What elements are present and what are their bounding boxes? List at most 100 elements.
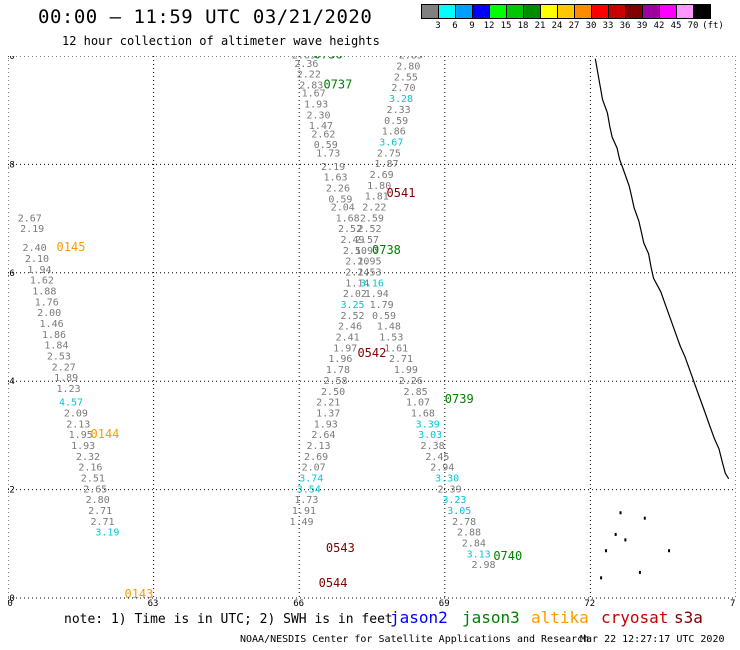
wave-height-value: 2.94 <box>430 463 454 474</box>
lat-tick-label: 18 <box>8 160 15 170</box>
wave-height-value: 3.16 <box>360 278 384 289</box>
wave-height-value: 1.46 <box>40 319 64 330</box>
legend-label: 70 <box>687 21 699 31</box>
wave-height-value: 1.86 <box>382 127 406 138</box>
lon-tick-label: 75 <box>730 599 736 606</box>
wave-height-value: 2.52 <box>338 224 362 235</box>
wave-height-value: 0.59 <box>384 116 408 127</box>
wave-height-value: 1.68 <box>336 213 360 224</box>
wave-height-value: 2.19 <box>321 162 345 173</box>
wave-height-value: 3.39 <box>416 419 440 430</box>
wave-height-value: 1.97 <box>355 246 379 257</box>
wave-height-value: 2.10 <box>25 254 49 265</box>
wave-height-value: 2.70 <box>391 83 415 94</box>
wave-height-value: 2.51 <box>81 473 105 484</box>
wave-height-value: 2.71 <box>91 517 115 528</box>
wave-height-value: 2.40 <box>23 243 47 254</box>
wave-height-value: 2.49 <box>340 235 364 246</box>
wave-height-value: 2.55 <box>394 72 418 83</box>
track-pass-label: 0543 <box>326 541 355 555</box>
track-pass-label: 0144 <box>91 427 120 441</box>
wave-height-value: 2.26 <box>399 376 423 387</box>
lat-tick-label: 16 <box>8 269 15 279</box>
legend-swatch <box>676 4 694 19</box>
island-icon <box>668 549 671 553</box>
wave-height-value: 1.68 <box>411 408 435 419</box>
island-icon <box>643 516 646 520</box>
legend-label: 24 <box>551 21 563 31</box>
island-icon <box>600 576 603 580</box>
wave-height-value: 2.13 <box>66 419 90 430</box>
coastline <box>594 58 730 480</box>
legend-label: 9 <box>469 21 475 31</box>
lat-tick-label: 12 <box>8 486 15 496</box>
track-pass-label: 0738 <box>372 243 401 257</box>
legend-swatch <box>523 4 541 19</box>
wave-height-value: 2.83 <box>399 56 423 62</box>
wave-height-value: 2.22 <box>362 202 386 213</box>
legend-unit: (ft) <box>702 21 724 31</box>
wave-height-value: 1.97 <box>333 343 357 354</box>
wave-height-value: 1.95 <box>357 257 381 268</box>
wave-height-value: 1.93 <box>304 99 328 110</box>
wave-height-value: 1.23 <box>57 384 81 395</box>
track-pass-label: 0736 <box>314 56 343 62</box>
wave-height-value: 2.30 <box>306 110 330 121</box>
legend-label: 45 <box>670 21 682 31</box>
wave-height-value: 1.99 <box>394 365 418 376</box>
wave-height-value: 2.39 <box>438 484 462 495</box>
wave-height-value: 1.94 <box>27 265 51 276</box>
wave-height-value: 2.50 <box>343 246 367 257</box>
legend-label: 3 <box>435 21 441 31</box>
wave-height-value: 2.33 <box>387 105 411 116</box>
wave-height-value: 3.13 <box>467 549 491 560</box>
wave-height-value: 2.57 <box>355 235 379 246</box>
lat-tick-label: 14 <box>8 377 15 387</box>
wave-height-value: 2.71 <box>88 506 112 517</box>
wave-height-value: 2.24 <box>345 268 369 279</box>
footnote: note: 1) Time is in UTC; 2) SWH is in fe… <box>64 612 393 627</box>
wave-height-value: 1.94 <box>365 289 389 300</box>
legend-swatch <box>608 4 626 19</box>
wave-height-value: 1.86 <box>42 330 66 341</box>
wave-height-value: 1.93 <box>71 441 95 452</box>
wave-height-value: 2.38 <box>421 441 445 452</box>
legend-swatch <box>659 4 677 19</box>
wave-height-value: 1.81 <box>365 192 389 203</box>
wave-height-value: 2.69 <box>304 452 328 463</box>
wave-height-value: 2.50 <box>321 387 345 398</box>
wave-height-value: 2.16 <box>78 463 102 474</box>
wave-height-value: 2.41 <box>336 333 360 344</box>
page-title: 00:00 – 11:59 UTC 03/21/2020 <box>38 6 373 28</box>
legend-label: 27 <box>568 21 580 31</box>
wave-height-value: 3.74 <box>299 473 323 484</box>
wave-height-value: 2.52 <box>357 224 381 235</box>
wave-height-value: 3.19 <box>95 528 119 539</box>
lon-tick-label: 69 <box>439 599 450 606</box>
lat-tick-label: 20 <box>8 56 15 62</box>
legend-label: 39 <box>636 21 648 31</box>
wave-height-value: 1.80 <box>367 181 391 192</box>
track-pass-label: 0541 <box>387 186 416 200</box>
page-subtitle: 12 hour collection of altimeter wave hei… <box>62 34 380 48</box>
satellite-name-jason3: jason3 <box>462 608 520 627</box>
wave-height-value: 2.71 <box>389 354 413 365</box>
wave-height-value: 2.53 <box>47 352 71 363</box>
wave-height-value: 2.58 <box>323 376 347 387</box>
wave-height-value: 1.53 <box>379 333 403 344</box>
wave-height-value: 2.80 <box>396 62 420 73</box>
legend-swatch <box>591 4 609 19</box>
wave-height-value: 1.87 <box>374 159 398 170</box>
wave-height-value: 2.19 <box>20 224 44 235</box>
wave-height-value: 2.78 <box>452 517 476 528</box>
wave-height-value: 2.65 <box>83 484 107 495</box>
legend-label: 6 <box>452 21 458 31</box>
wave-height-value: 2.21 <box>316 398 340 409</box>
wave-height-value: 1.91 <box>292 506 316 517</box>
wave-height-value: 3.28 <box>389 94 413 105</box>
legend-swatch <box>472 4 490 19</box>
wave-height-value: 1.84 <box>44 341 68 352</box>
satellite-name-jason2: jason2 <box>390 608 448 627</box>
wave-height-value: 0.59 <box>328 194 352 205</box>
